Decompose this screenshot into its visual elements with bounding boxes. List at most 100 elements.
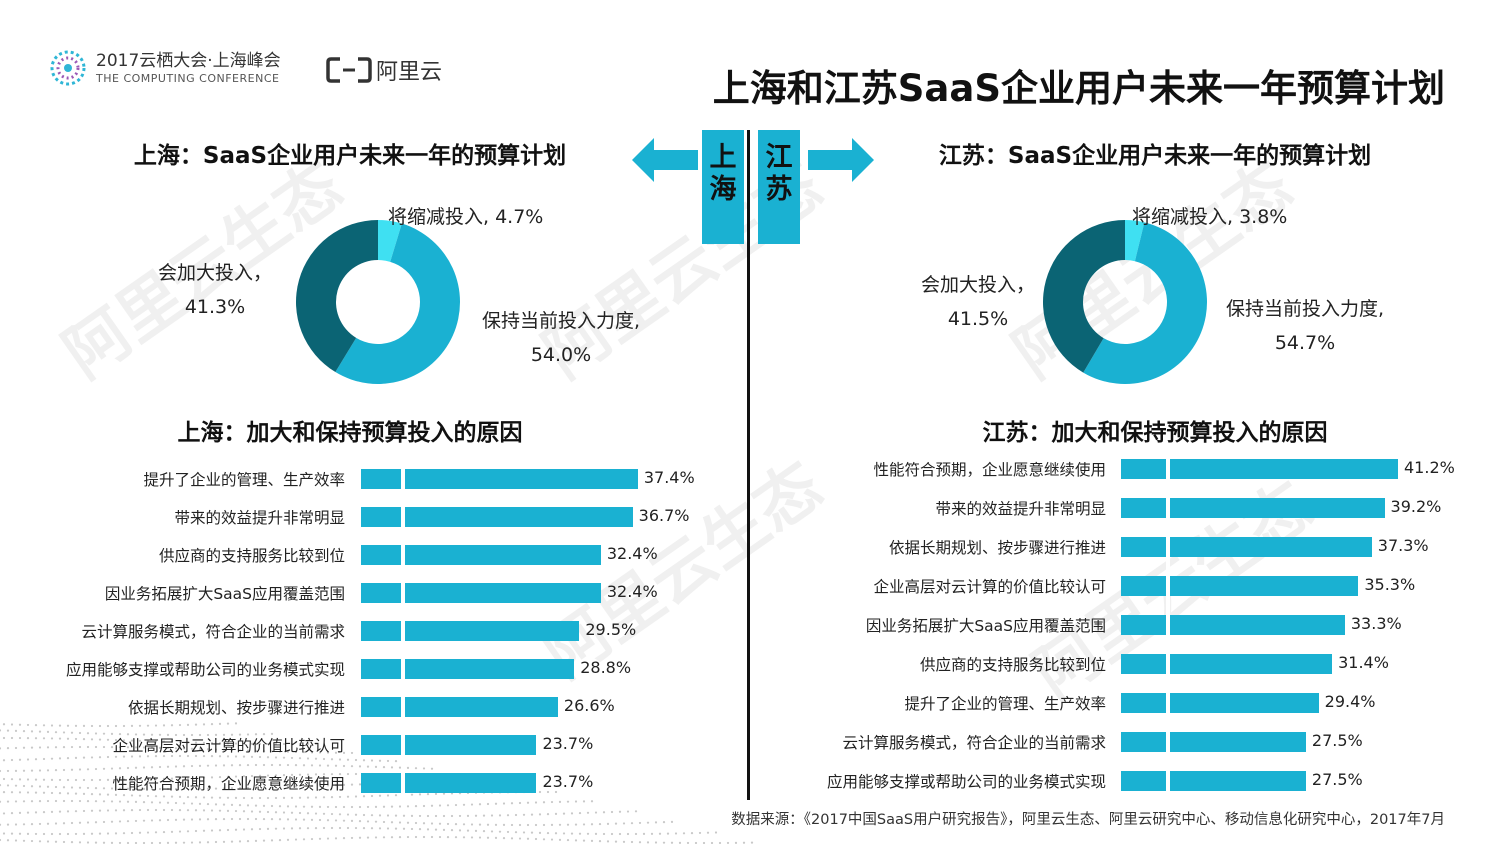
decor-dot [282, 756, 286, 759]
decor-dot [370, 827, 374, 830]
decor-dot [454, 836, 458, 839]
jiangsu-donut-chart [1043, 220, 1207, 384]
decor-dot [450, 814, 454, 818]
decor-dot [530, 813, 534, 816]
decor-dot [210, 741, 214, 745]
decor-dot [186, 741, 190, 744]
decor-dot [622, 840, 626, 843]
decor-dot [114, 778, 118, 781]
decor-dot [582, 839, 586, 842]
decor-dot [226, 775, 230, 778]
decor-dot [566, 838, 570, 842]
bar-category-label: 因业务拓展扩大SaaS应用覆盖范围 [865, 617, 1106, 635]
decor-dot [158, 733, 162, 736]
decor-dot [266, 774, 270, 777]
decor-dot [370, 814, 374, 817]
decor-dot [542, 801, 546, 804]
decor-dot [290, 827, 294, 830]
decor-dot [714, 831, 718, 834]
decor-dot [6, 747, 10, 750]
decor-dot [174, 787, 178, 791]
decor-dot [330, 826, 334, 830]
decor-dot [406, 835, 410, 839]
decor-dot [242, 796, 246, 800]
decor-dot [18, 758, 22, 761]
decor-dot [190, 802, 194, 805]
jiangsu-bar-title: 江苏：加大和保持预算投入的原因 [982, 420, 1328, 446]
donut-label-maintain-text: 保持当前投入力度, [481, 310, 641, 332]
decor-dot [58, 724, 62, 727]
decor-dot [374, 805, 378, 808]
decor-dot [206, 841, 210, 844]
decor-dot [262, 749, 266, 753]
bar-category-label: 提升了企业的管理、生产效率 [143, 471, 345, 489]
decor-dot [82, 809, 86, 813]
decor-dot [10, 791, 14, 794]
donut-slice [335, 223, 460, 384]
decor-dot [254, 804, 258, 807]
decor-dot [70, 821, 74, 825]
decor-dot [326, 764, 330, 767]
decor-dot [90, 756, 94, 759]
decor-dot [342, 783, 346, 786]
bar [1121, 615, 1345, 635]
decor-dot [506, 830, 510, 834]
decor-dot [66, 724, 70, 727]
decor-dot [534, 823, 538, 827]
decor-dot [318, 784, 322, 787]
decor-dot [54, 769, 58, 772]
decor-dot [34, 811, 38, 814]
decor-dot [438, 804, 442, 807]
decor-dot [358, 783, 362, 786]
decor-dot [78, 768, 82, 771]
region-label-left: 上海 [702, 130, 744, 244]
decor-dot [130, 739, 134, 742]
decor-dot [22, 769, 26, 772]
decor-dot [154, 755, 158, 758]
decor-dot [430, 767, 434, 770]
decor-dot [270, 839, 274, 842]
decor-dot [222, 840, 226, 843]
jiangsu-donut-title: 江苏：SaaS企业用户未来一年的预算计划 [938, 143, 1372, 169]
decor-dot [338, 826, 342, 830]
decor-dot [254, 733, 258, 736]
decor-dot [10, 778, 14, 781]
decor-dot [282, 811, 286, 814]
bar-category-label: 云计算服务模式，符合企业的当前需求 [81, 623, 345, 641]
decor-dot [162, 754, 166, 758]
decor-dot [74, 778, 78, 782]
decor-dot [378, 794, 382, 797]
decor-dot [118, 787, 122, 790]
decor-dot [294, 818, 298, 821]
decor-dot [606, 822, 610, 825]
decor-dot [290, 742, 294, 746]
decor-dot [274, 827, 278, 830]
decor-dot [362, 795, 366, 798]
decor-dot [150, 746, 154, 749]
decor-dot [334, 819, 338, 822]
decor-dot [346, 826, 350, 830]
decor-dot [286, 838, 290, 841]
decor-dot [42, 778, 46, 781]
decor-dot [282, 742, 286, 746]
decor-dot [554, 812, 558, 815]
decor-dot [14, 800, 18, 803]
decor-dot [178, 754, 182, 758]
decor-dot [290, 796, 294, 799]
decor-dot [546, 813, 550, 816]
decor-dot [582, 800, 586, 803]
decor-dot [238, 749, 242, 752]
bar-value-label: 33.3% [1350, 614, 1402, 633]
decor-dot [134, 746, 138, 749]
decor-dot [366, 765, 370, 768]
decor-dot [174, 801, 178, 805]
decor-dot [86, 821, 90, 824]
decor-dot [170, 777, 174, 780]
decor-dot [266, 827, 270, 830]
decor-dot [34, 791, 38, 794]
donut-label-increase-value: 41.5% [947, 308, 1009, 330]
decor-dot [86, 768, 90, 771]
region-label-right: 江苏 [758, 130, 800, 244]
decor-dot [586, 811, 590, 814]
decor-dot [226, 722, 230, 725]
